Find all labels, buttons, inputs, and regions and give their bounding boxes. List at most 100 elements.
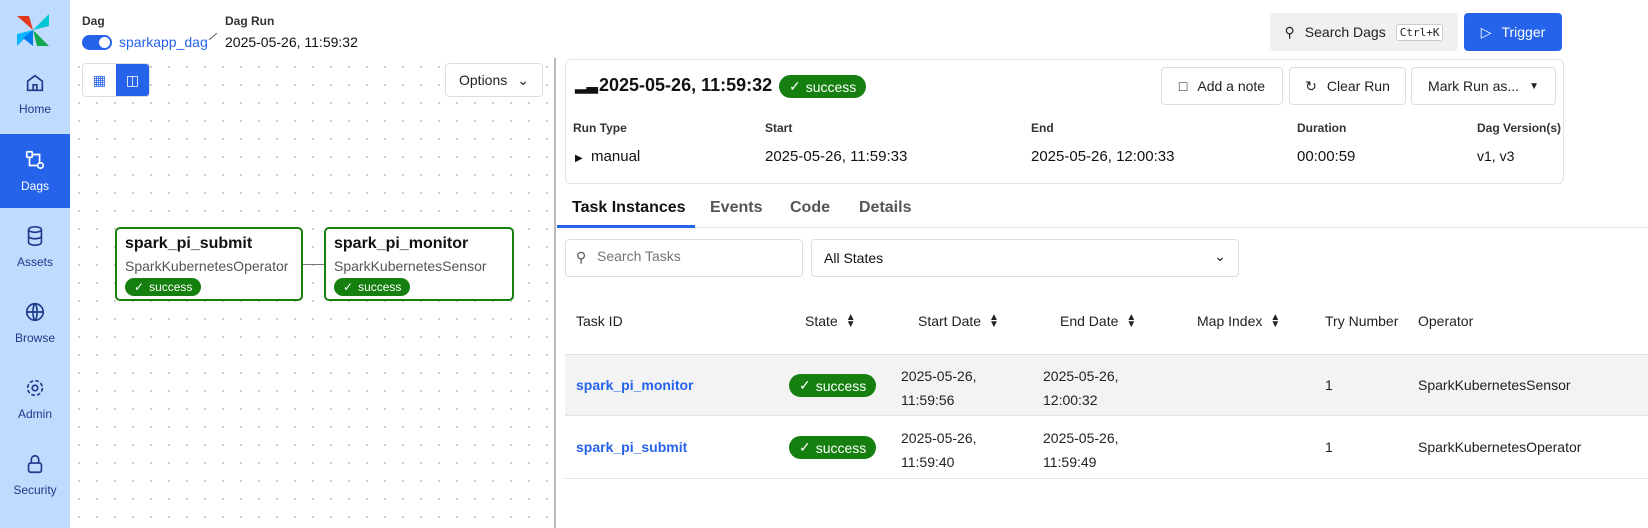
- field-value: 2025-05-26, 11:59:33: [765, 148, 908, 165]
- clear-run-button[interactable]: ↻ Clear Run: [1289, 67, 1406, 105]
- task-id-link[interactable]: spark_pi_monitor: [576, 377, 694, 393]
- sidebar: Home Dags Assets Browse Admin Security: [0, 0, 70, 528]
- add-note-button[interactable]: □ Add a note: [1161, 67, 1283, 105]
- dags-icon: [25, 150, 45, 170]
- sidebar-item-home[interactable]: Home: [0, 57, 70, 131]
- start-time: 11:59:40: [901, 454, 955, 470]
- status-badge: ✓ success: [125, 278, 202, 296]
- graph-node[interactable]: spark_pi_submit SparkKubernetesOperator …: [115, 227, 303, 301]
- column-header-operator: Operator: [1418, 313, 1473, 329]
- column-label: Task ID: [576, 313, 623, 329]
- options-button[interactable]: Options ⌄: [445, 63, 543, 97]
- trigger-button[interactable]: ▷ Trigger: [1464, 13, 1562, 51]
- tab-code[interactable]: Code: [790, 199, 830, 216]
- run-summary-card: [565, 59, 1564, 184]
- breadcrumb-separator: [208, 32, 218, 41]
- refresh-icon: ↻: [1305, 77, 1317, 94]
- column-header-end-date[interactable]: End Date ▲ ▼: [1060, 312, 1137, 330]
- sidebar-item-security[interactable]: Security: [0, 438, 70, 512]
- start-time: 11:59:56: [901, 392, 955, 408]
- field-label: Duration: [1297, 121, 1347, 135]
- tab-events[interactable]: Events: [710, 199, 763, 216]
- grid-icon: ▦: [92, 71, 107, 88]
- status-badge: ✓ success: [334, 278, 411, 296]
- globe-icon: [25, 302, 45, 322]
- airflow-logo-icon[interactable]: [15, 12, 51, 48]
- search-dags-label: Search Dags: [1304, 24, 1386, 40]
- graph-icon: ◫: [125, 71, 140, 88]
- tab-task-instances[interactable]: Task Instances: [572, 199, 686, 216]
- clear-run-label: Clear Run: [1326, 78, 1390, 94]
- caret-down-icon: ▼: [1529, 80, 1539, 92]
- column-header-state[interactable]: State ▲ ▼: [805, 312, 856, 330]
- column-label: State: [805, 313, 838, 329]
- status-text: success: [149, 280, 193, 294]
- sort-icon: ▲ ▼: [1126, 312, 1137, 330]
- shortcut-hint: Ctrl+K: [1395, 23, 1444, 41]
- field-label: End: [1031, 121, 1054, 135]
- operator: SparkKubernetesSensor: [1418, 377, 1571, 393]
- run-type-expander[interactable]: ▶ manual: [575, 148, 640, 165]
- database-icon: [27, 226, 43, 246]
- sort-icon: ▲ ▼: [989, 312, 999, 330]
- grid-view-button[interactable]: ▦: [83, 64, 116, 96]
- search-tasks-input[interactable]: ⚲: [565, 239, 803, 277]
- trigger-label: Trigger: [1501, 24, 1546, 40]
- resize-handle[interactable]: [554, 58, 556, 528]
- dag-run-value: 2025-05-26, 11:59:32: [225, 34, 358, 50]
- sidebar-item-label: Home: [18, 102, 51, 116]
- status-text: success: [805, 78, 857, 95]
- run-title: 2025-05-26, 11:59:32: [599, 75, 773, 95]
- search-tasks-field[interactable]: [597, 248, 787, 264]
- column-label: Try Number: [1325, 313, 1399, 329]
- mark-run-as-button[interactable]: Mark Run as... ▼: [1411, 67, 1556, 105]
- comment-icon: □: [1178, 78, 1188, 94]
- dag-link[interactable]: sparkapp_dag: [119, 34, 208, 50]
- add-note-label: Add a note: [1197, 78, 1266, 94]
- view-toggle: ▦ ◫: [82, 63, 150, 97]
- dag-run-label: Dag Run: [225, 14, 275, 28]
- tab-details[interactable]: Details: [859, 199, 912, 216]
- field-value: 2025-05-26, 12:00:33: [1031, 148, 1175, 165]
- play-icon: ▷: [1480, 23, 1492, 40]
- graph-node[interactable]: spark_pi_monitor SparkKubernetesSensor ✓…: [324, 227, 514, 301]
- state-filter-select[interactable]: All States ⌄: [811, 239, 1239, 277]
- field-label: Dag Version(s): [1477, 121, 1562, 135]
- start-date: 2025-05-26,: [901, 430, 977, 446]
- graph-view-button[interactable]: ◫: [116, 64, 149, 96]
- sidebar-item-label: Security: [13, 483, 57, 497]
- column-label: Operator: [1418, 313, 1474, 329]
- search-icon: ⚲: [1284, 23, 1295, 40]
- try-number: 1: [1325, 377, 1333, 393]
- bar-chart-icon: ▂▃: [575, 77, 599, 94]
- sidebar-item-assets[interactable]: Assets: [0, 210, 70, 284]
- node-task-id: spark_pi_submit: [125, 235, 253, 252]
- active-tab-indicator: [557, 225, 695, 228]
- dag-toggle[interactable]: [82, 35, 112, 50]
- status-badge: ✓ success: [789, 436, 877, 459]
- sidebar-item-dags[interactable]: Dags: [0, 134, 70, 208]
- column-header-map-index[interactable]: Map Index ▲ ▼: [1197, 313, 1280, 330]
- search-dags-button[interactable]: ⚲ Search Dags Ctrl+K: [1270, 13, 1458, 51]
- sidebar-item-browse[interactable]: Browse: [0, 286, 70, 360]
- status-text: success: [358, 280, 402, 294]
- tabs-divider: [557, 227, 1648, 228]
- column-header-start-date[interactable]: Start Date ▲ ▼: [918, 312, 999, 330]
- dag-label: Dag: [82, 14, 105, 28]
- options-label: Options: [459, 72, 508, 88]
- column-label: Start Date: [918, 313, 982, 329]
- table-row: [565, 354, 1648, 416]
- column-header-try-number: Try Number: [1325, 313, 1398, 329]
- sidebar-item-label: Dags: [20, 179, 49, 193]
- column-header-task-id[interactable]: Task ID: [576, 313, 623, 329]
- state-filter-value: All States: [824, 250, 884, 266]
- end-date: 2025-05-26,: [1043, 368, 1119, 384]
- status-text: success: [815, 377, 867, 394]
- sidebar-item-admin[interactable]: Admin: [0, 362, 70, 436]
- node-operator: SparkKubernetesOperator: [125, 258, 289, 274]
- sidebar-item-label: Assets: [16, 255, 53, 269]
- end-time: 12:00:32: [1043, 392, 1098, 408]
- task-id-link[interactable]: spark_pi_submit: [576, 439, 688, 455]
- sort-icon: ▲ ▼: [845, 312, 856, 330]
- field-label: Start: [765, 121, 793, 135]
